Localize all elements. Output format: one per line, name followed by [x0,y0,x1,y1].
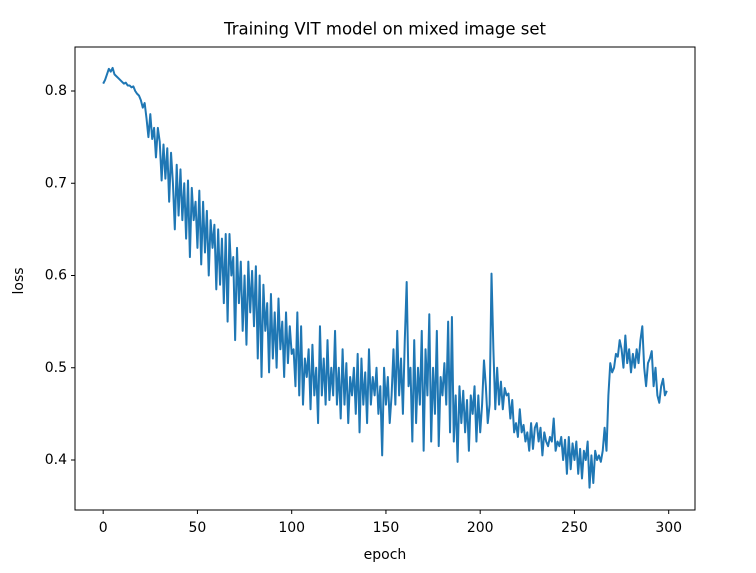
y-tick-label: 0.4 [45,452,67,468]
y-tick-label: 0.5 [45,360,67,376]
x-tick-label: 100 [278,520,305,536]
plot-frame [74,46,696,511]
x-tick-label: 200 [467,520,494,536]
y-axis-label: loss [11,267,27,294]
x-tick-label: 150 [373,520,400,536]
x-tick-label: 50 [189,520,207,536]
chart-title: Training VIT model on mixed image set [223,20,546,39]
x-axis-label: epoch [364,547,407,563]
y-tick-label: 0.8 [45,83,67,99]
y-tick-label: 0.7 [45,175,67,191]
x-tick-label: 300 [655,520,682,536]
y-tick-label: 0.6 [45,268,67,284]
loss-line [102,66,668,489]
x-tick-label: 250 [561,520,588,536]
x-tick-label: 0 [99,520,108,536]
